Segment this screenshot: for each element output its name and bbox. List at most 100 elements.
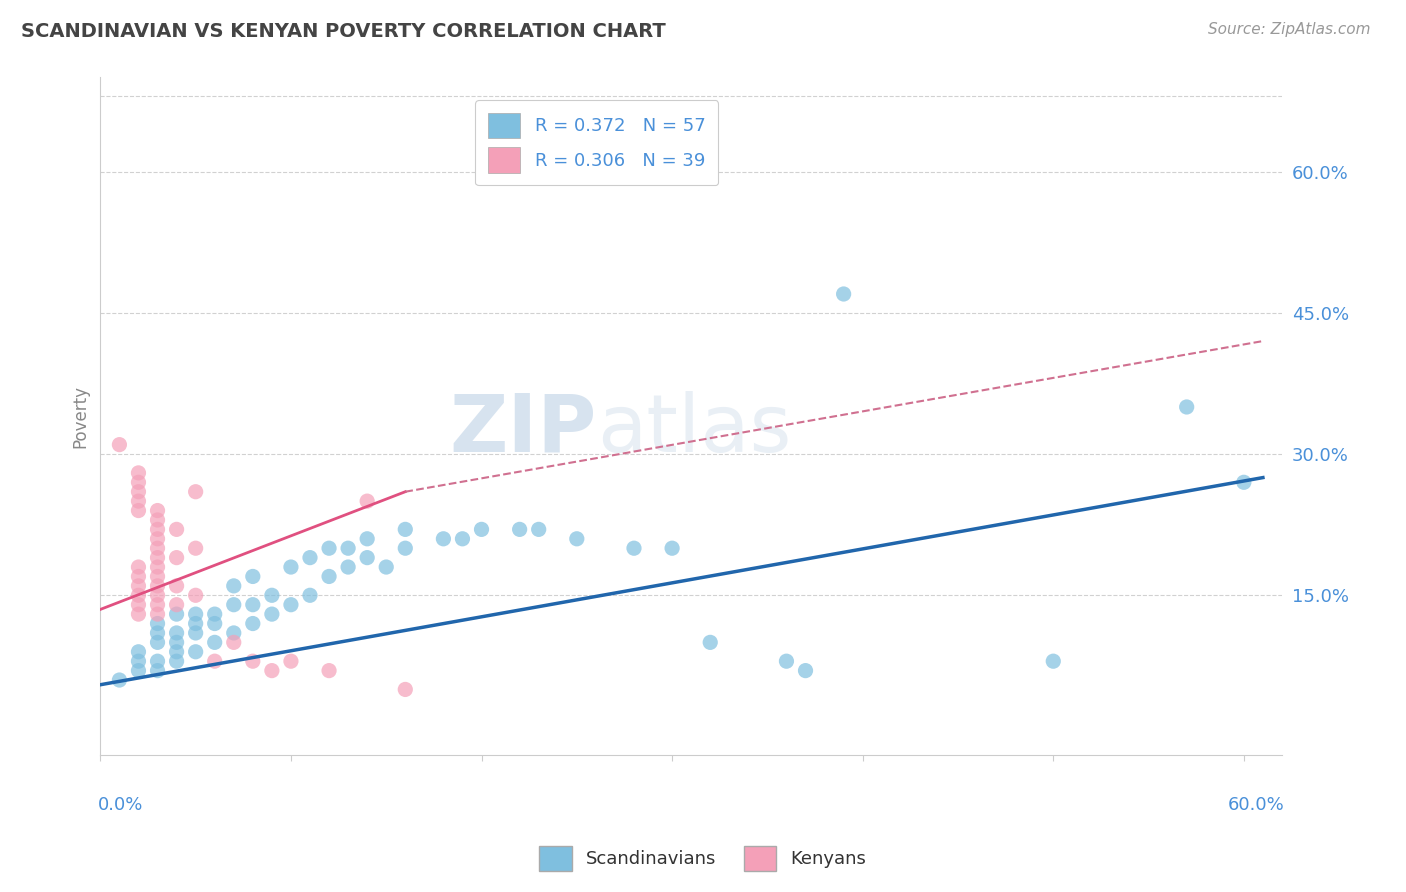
Legend: Scandinavians, Kenyans: Scandinavians, Kenyans xyxy=(531,838,875,879)
Point xyxy=(146,522,169,536)
Point xyxy=(146,569,169,583)
Point xyxy=(204,654,226,668)
Point xyxy=(318,569,340,583)
Point xyxy=(127,598,149,612)
Point xyxy=(127,579,149,593)
Point xyxy=(184,626,207,640)
Point xyxy=(1042,654,1064,668)
Point xyxy=(166,522,188,536)
Point xyxy=(242,598,264,612)
Text: SCANDINAVIAN VS KENYAN POVERTY CORRELATION CHART: SCANDINAVIAN VS KENYAN POVERTY CORRELATI… xyxy=(21,22,666,41)
Point xyxy=(184,616,207,631)
Point xyxy=(661,541,683,556)
Point xyxy=(451,532,474,546)
Point xyxy=(184,541,207,556)
Point xyxy=(146,607,169,621)
Text: Source: ZipAtlas.com: Source: ZipAtlas.com xyxy=(1208,22,1371,37)
Point xyxy=(127,494,149,508)
Text: ZIP: ZIP xyxy=(450,391,596,469)
Point xyxy=(280,560,302,574)
Point xyxy=(356,550,378,565)
Point xyxy=(375,560,398,574)
Point xyxy=(470,522,492,536)
Point xyxy=(146,635,169,649)
Point xyxy=(794,664,817,678)
Text: 60.0%: 60.0% xyxy=(1227,796,1284,814)
Point xyxy=(184,588,207,602)
Text: atlas: atlas xyxy=(596,391,792,469)
Text: 0.0%: 0.0% xyxy=(98,796,143,814)
Point xyxy=(166,579,188,593)
Point xyxy=(242,569,264,583)
Point xyxy=(623,541,645,556)
Point xyxy=(394,682,416,697)
Point xyxy=(146,598,169,612)
Point xyxy=(146,654,169,668)
Point xyxy=(184,484,207,499)
Point xyxy=(127,466,149,480)
Point xyxy=(184,607,207,621)
Point xyxy=(222,579,245,593)
Point xyxy=(204,607,226,621)
Point xyxy=(1233,475,1256,490)
Point xyxy=(146,513,169,527)
Point xyxy=(318,664,340,678)
Point xyxy=(298,588,321,602)
Point xyxy=(146,588,169,602)
Point xyxy=(394,541,416,556)
Point xyxy=(204,635,226,649)
Point xyxy=(166,654,188,668)
Point xyxy=(832,287,855,301)
Point xyxy=(699,635,721,649)
Point xyxy=(166,626,188,640)
Point xyxy=(775,654,797,668)
Point xyxy=(166,607,188,621)
Point xyxy=(146,532,169,546)
Point xyxy=(280,598,302,612)
Point xyxy=(565,532,588,546)
Legend: R = 0.372   N = 57, R = 0.306   N = 39: R = 0.372 N = 57, R = 0.306 N = 39 xyxy=(475,100,718,186)
Point xyxy=(260,664,283,678)
Point xyxy=(127,664,149,678)
Point xyxy=(127,645,149,659)
Point xyxy=(527,522,550,536)
Point xyxy=(318,541,340,556)
Point xyxy=(356,494,378,508)
Point xyxy=(509,522,531,536)
Point xyxy=(204,616,226,631)
Point xyxy=(394,522,416,536)
Point xyxy=(146,579,169,593)
Point xyxy=(146,541,169,556)
Point xyxy=(108,673,131,687)
Point xyxy=(260,588,283,602)
Point xyxy=(127,503,149,517)
Point xyxy=(222,598,245,612)
Point xyxy=(356,532,378,546)
Point xyxy=(242,616,264,631)
Point xyxy=(127,560,149,574)
Point xyxy=(127,569,149,583)
Point xyxy=(146,626,169,640)
Point xyxy=(298,550,321,565)
Point xyxy=(166,598,188,612)
Point xyxy=(432,532,454,546)
Point xyxy=(146,616,169,631)
Point xyxy=(127,484,149,499)
Point xyxy=(222,626,245,640)
Point xyxy=(127,654,149,668)
Point xyxy=(127,475,149,490)
Y-axis label: Poverty: Poverty xyxy=(72,384,89,448)
Point xyxy=(260,607,283,621)
Point xyxy=(337,560,360,574)
Point xyxy=(127,588,149,602)
Point xyxy=(146,503,169,517)
Point xyxy=(146,550,169,565)
Point xyxy=(166,550,188,565)
Point xyxy=(127,607,149,621)
Point xyxy=(146,560,169,574)
Point xyxy=(280,654,302,668)
Point xyxy=(108,437,131,451)
Point xyxy=(146,664,169,678)
Point xyxy=(166,635,188,649)
Point xyxy=(1175,400,1198,414)
